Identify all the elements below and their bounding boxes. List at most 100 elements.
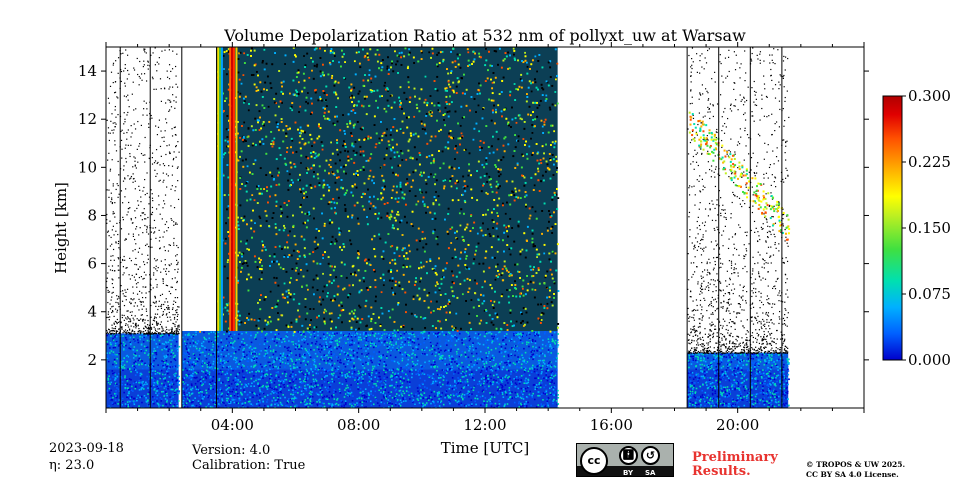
pixel [274, 399, 277, 402]
pixel [438, 377, 440, 379]
pixel [416, 398, 419, 400]
pixel [244, 358, 246, 360]
pixel [121, 362, 123, 364]
pixel [162, 333, 164, 335]
pixel [268, 345, 271, 348]
pixel [501, 384, 503, 387]
pixel [141, 314, 143, 316]
pixel [221, 362, 224, 364]
pixel [174, 400, 177, 403]
pixel [216, 361, 219, 364]
pixel [135, 381, 137, 384]
pixel [488, 332, 490, 334]
pixel [294, 348, 297, 350]
pixel [148, 350, 151, 353]
pixel [405, 368, 408, 371]
pixel [200, 376, 203, 378]
pixel [255, 379, 257, 382]
pixel [480, 358, 483, 360]
pixel [289, 382, 292, 384]
pixel [517, 352, 520, 354]
pixel [144, 319, 146, 321]
pixel [305, 406, 308, 408]
pixel [275, 375, 278, 377]
pixel [292, 341, 294, 343]
pixel [436, 332, 439, 335]
pixel [423, 392, 426, 394]
pixel [358, 397, 360, 399]
pixel [163, 136, 165, 138]
pixel [306, 402, 308, 405]
pixel [131, 385, 133, 388]
pixel [531, 394, 533, 397]
pixel [520, 390, 523, 393]
pixel [378, 332, 381, 335]
pixel [489, 331, 491, 334]
pixel [377, 332, 380, 335]
pixel [259, 378, 261, 381]
pixel [351, 399, 354, 402]
pixel [323, 346, 326, 348]
pixel [170, 286, 172, 288]
pixel [162, 330, 164, 332]
pixel [151, 333, 153, 335]
pixel [176, 315, 179, 317]
pixel [135, 228, 137, 230]
pixel [359, 388, 362, 390]
pixel [123, 95, 126, 97]
pixel [486, 381, 488, 384]
pixel [177, 166, 179, 168]
pixel [389, 341, 392, 343]
pixel [112, 363, 114, 366]
pixel [172, 333, 175, 335]
pixel [111, 370, 114, 372]
pixel [122, 180, 125, 182]
pixel [188, 334, 191, 336]
pixel [278, 357, 281, 360]
pixel [484, 378, 487, 380]
pixel [161, 314, 164, 316]
pixel [253, 350, 255, 353]
pixel [240, 359, 243, 361]
pixel [177, 261, 179, 263]
pixel [540, 349, 542, 352]
pixel [429, 341, 432, 344]
pixel [217, 377, 220, 380]
pixel [467, 403, 469, 406]
pixel [118, 399, 121, 401]
pixel [282, 394, 284, 396]
pixel [377, 377, 379, 379]
pixel [151, 377, 154, 380]
pixel [124, 82, 126, 84]
pixel [549, 365, 552, 367]
pixel [175, 146, 177, 148]
pixel [517, 361, 520, 363]
pixel [203, 362, 206, 365]
pixel [475, 352, 478, 355]
pixel [515, 376, 518, 378]
pixel [482, 403, 484, 405]
pixel [125, 344, 127, 347]
pixel [304, 399, 307, 401]
pixel [546, 379, 549, 382]
pixel [198, 354, 201, 356]
pixel [151, 76, 154, 78]
pixel [306, 377, 309, 379]
pixel [284, 356, 286, 359]
pixel [400, 392, 402, 394]
pixel [167, 370, 170, 372]
pixel [243, 342, 246, 344]
pixel [446, 382, 449, 385]
pixel [190, 336, 193, 338]
pixel [218, 391, 221, 394]
pixel [328, 347, 331, 350]
pixel [456, 362, 458, 365]
pixel [397, 368, 400, 371]
pixel [165, 298, 167, 300]
pixel [374, 396, 377, 399]
pixel [174, 126, 176, 128]
pixel [391, 379, 393, 381]
pixel [240, 392, 243, 395]
pixel [298, 353, 301, 356]
pixel [246, 366, 249, 368]
